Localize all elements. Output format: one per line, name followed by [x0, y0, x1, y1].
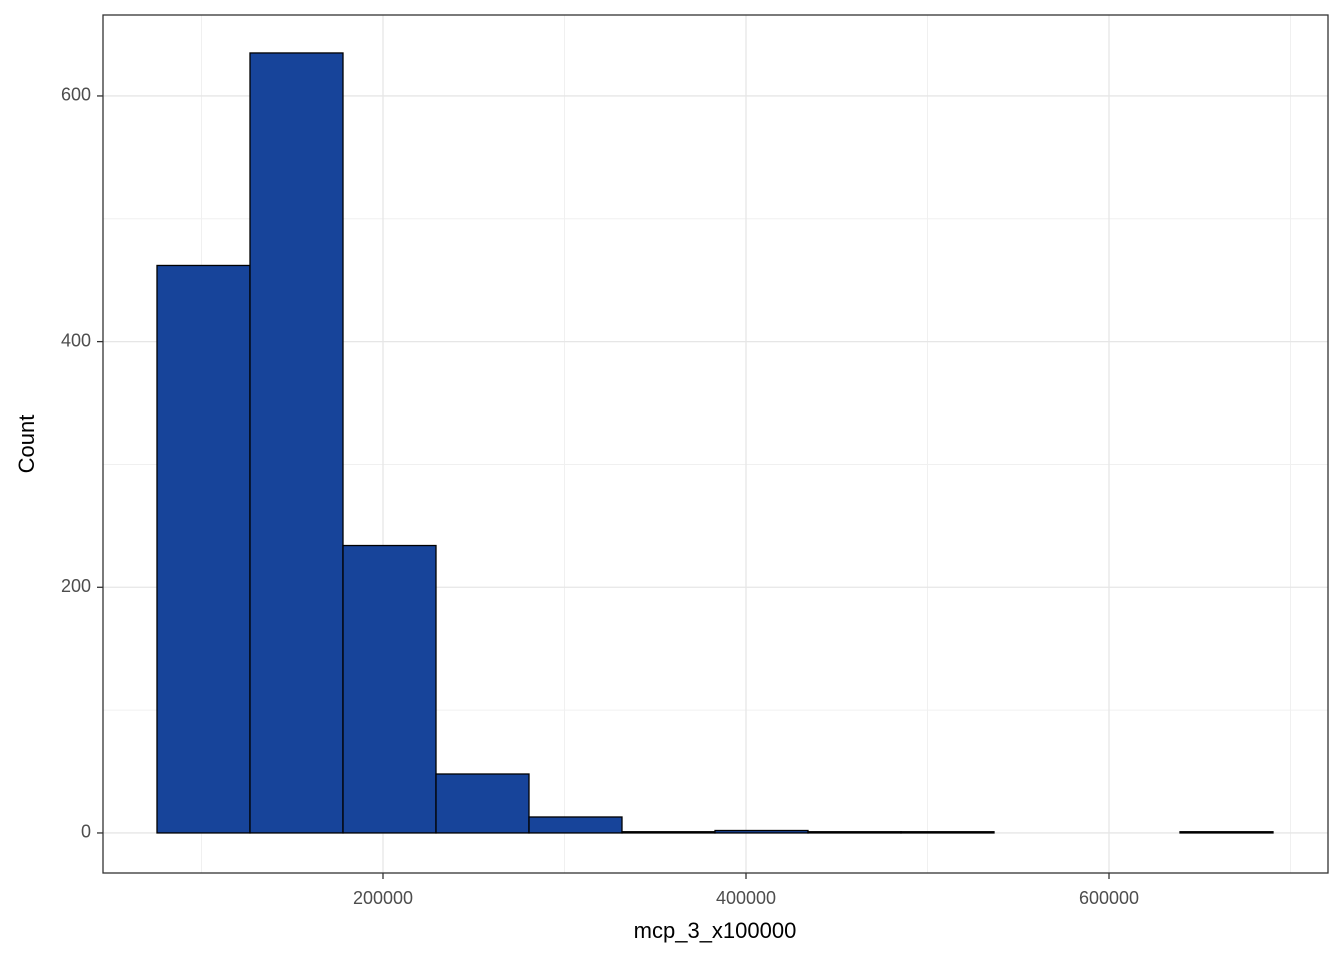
- y-tick-label: 200: [61, 576, 91, 596]
- bar: [528, 816, 623, 834]
- bar: [807, 831, 902, 834]
- y-tick-label: 600: [61, 85, 91, 105]
- bar: [900, 831, 995, 834]
- x-tick-label: 600000: [1079, 888, 1139, 908]
- bar: [342, 544, 437, 834]
- bar: [1179, 831, 1274, 834]
- x-axis-title: mcp_3_x100000: [634, 918, 797, 943]
- bar: [621, 831, 716, 834]
- bars: [156, 52, 1274, 834]
- y-tick-label: 400: [61, 330, 91, 350]
- x-tick-label: 400000: [716, 888, 776, 908]
- bar: [156, 264, 251, 834]
- bar: [714, 829, 809, 834]
- panel-border: [102, 14, 1329, 874]
- bar: [435, 773, 530, 834]
- y-axis-title: Count: [14, 415, 39, 474]
- y-tick-label: 0: [81, 822, 91, 842]
- bar: [249, 52, 344, 834]
- x-tick-label: 200000: [353, 888, 413, 908]
